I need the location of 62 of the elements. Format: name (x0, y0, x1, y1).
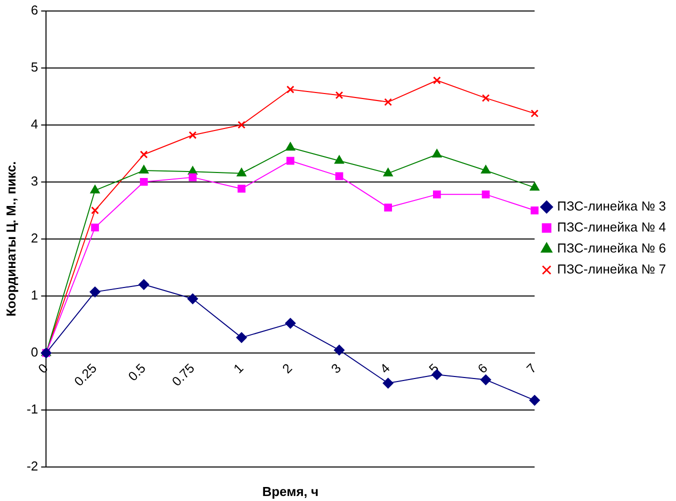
point (91, 224, 99, 232)
point (334, 156, 344, 164)
point (530, 110, 539, 118)
y-tick-label: 4 (30, 116, 38, 132)
point (188, 173, 197, 182)
y-tick-label: -2 (26, 458, 38, 474)
point (188, 131, 197, 140)
x-tick-label: 0.75 (168, 360, 198, 390)
point (335, 172, 344, 180)
legend-label: ПЗС-линейка № 3 (557, 198, 666, 214)
x-tick-label: 6 (474, 360, 490, 376)
point (91, 206, 99, 214)
x-tick-label: 0.25 (71, 360, 100, 390)
point (238, 120, 246, 129)
legend-label: ПЗС-линейка № 4 (557, 220, 666, 235)
point (238, 184, 246, 193)
y-tick-label: 0 (30, 344, 38, 360)
y-tick-label: -1 (26, 402, 38, 417)
legend-label: ПЗС-линейка № 7 (557, 262, 666, 277)
x-tick-label: 4 (377, 360, 393, 376)
point (382, 378, 394, 388)
point (236, 168, 246, 176)
point (335, 91, 344, 100)
point (286, 86, 294, 94)
point (383, 168, 393, 176)
point (286, 142, 296, 151)
y-axis-title: Координаты Ц. М., пикс. (3, 161, 18, 317)
point (140, 178, 148, 186)
point (138, 279, 150, 290)
point (334, 344, 344, 356)
point (529, 395, 540, 406)
point (480, 374, 492, 385)
x-axis-title: Время, ч (262, 484, 319, 500)
point (140, 150, 148, 158)
y-tick-label: 3 (30, 173, 38, 188)
point (482, 94, 490, 102)
point (482, 190, 490, 198)
point (139, 165, 148, 174)
x-tick-label: 0.5 (125, 360, 148, 384)
point (432, 149, 442, 158)
x-tick-label: 7 (524, 360, 540, 376)
point (432, 190, 441, 198)
y-tick-label: 2 (30, 230, 38, 246)
point (285, 318, 296, 329)
point (187, 294, 198, 304)
y-tick-label: 5 (30, 59, 38, 74)
point (384, 204, 392, 212)
x-tick-label: 3 (328, 360, 344, 376)
point (384, 98, 392, 106)
x-tick-label: 1 (230, 360, 246, 376)
point (236, 332, 247, 343)
point (481, 165, 490, 174)
point (90, 286, 100, 298)
y-tick-label: 1 (30, 288, 38, 303)
point (530, 206, 539, 214)
point (286, 156, 294, 165)
point (90, 185, 100, 194)
y-tick-label: 6 (30, 2, 38, 18)
point (530, 182, 540, 191)
x-tick-label: 2 (279, 360, 296, 376)
point (432, 76, 441, 84)
legend-label: ПЗС-линейка № 6 (557, 240, 666, 256)
